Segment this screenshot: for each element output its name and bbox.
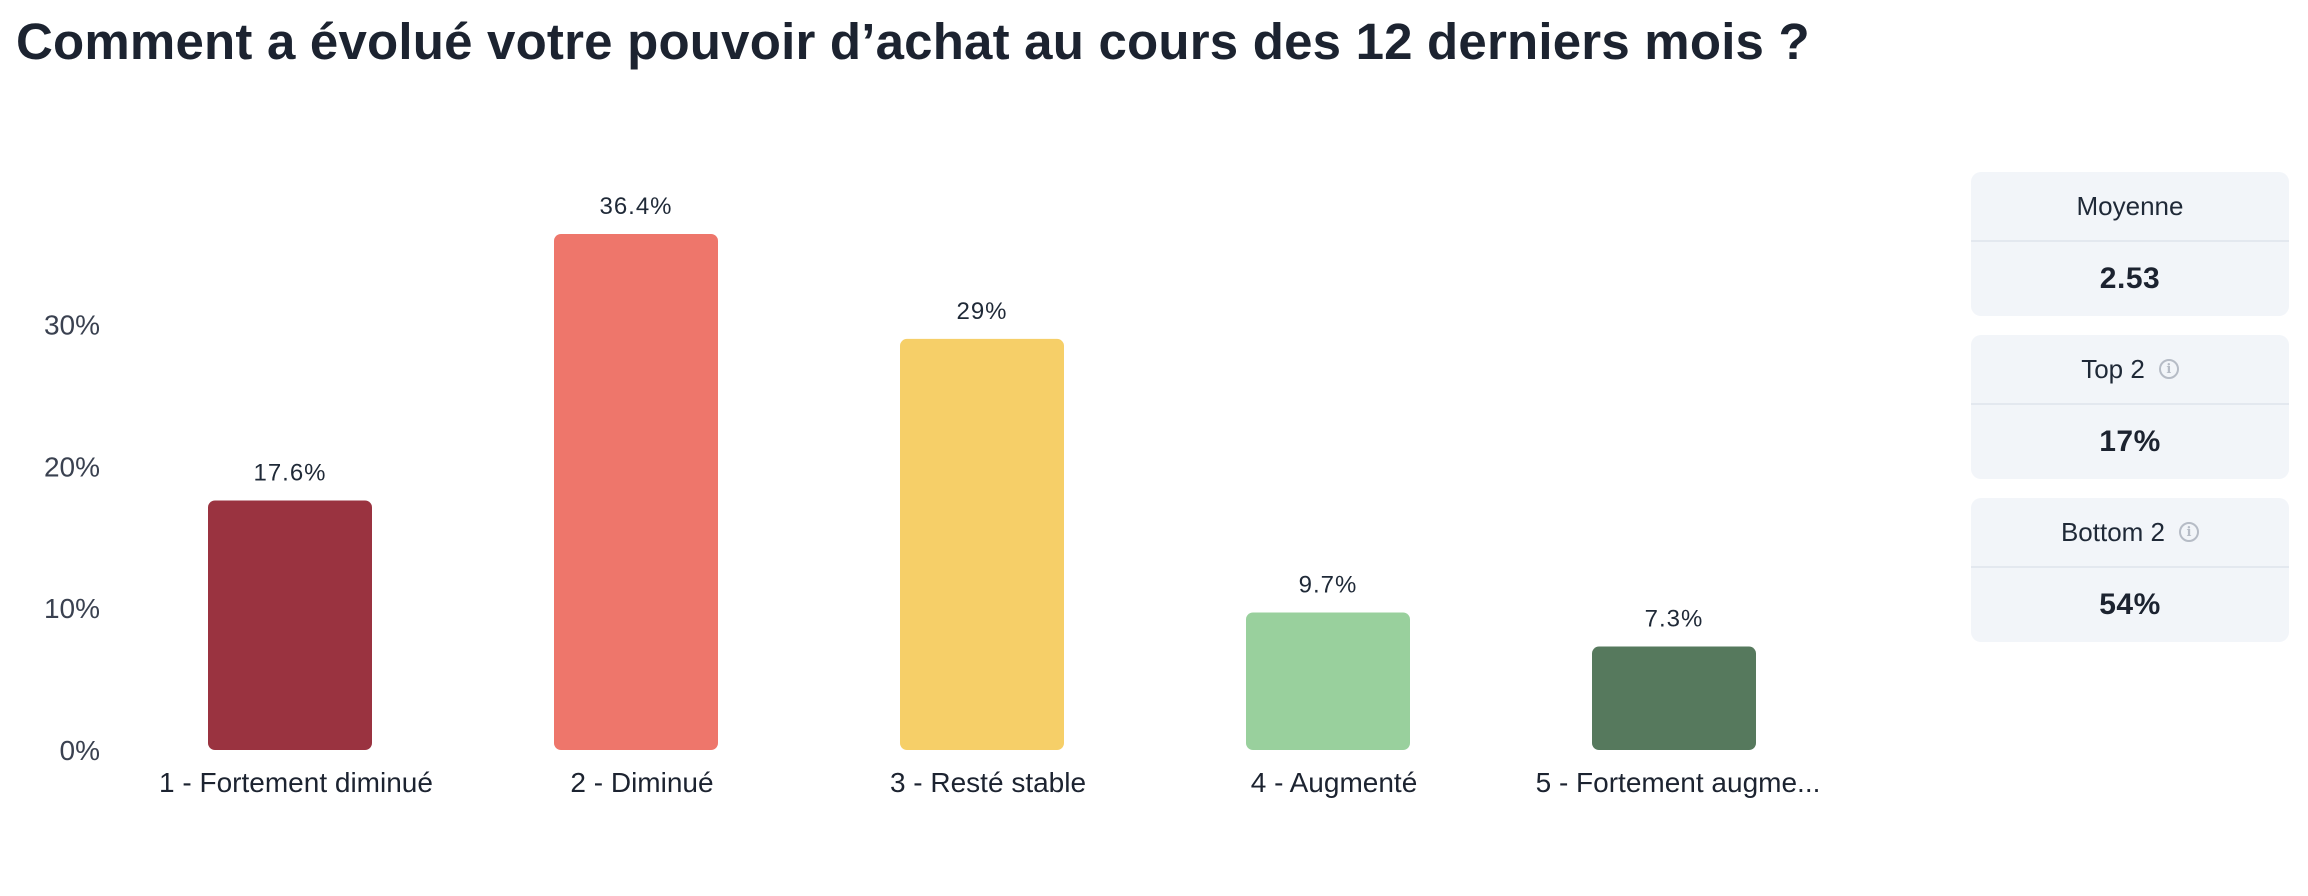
x-tick-label: 5 - Fortement augme... (1536, 767, 1821, 798)
stat-card-mean: Moyenne 2.53 (1971, 172, 2289, 316)
bar-value-label: 9.7% (1299, 571, 1358, 598)
bar[interactable] (1592, 646, 1756, 750)
x-tick-label: 3 - Resté stable (890, 767, 1086, 798)
bar-value-label: 36.4% (599, 193, 672, 220)
y-tick-label: 10% (44, 593, 100, 624)
bar-chart: 0% 10% 20% 30% 17.6% 1 - Fortement diminué 36.… (44, 193, 1821, 798)
y-tick-label: 0% (60, 735, 100, 766)
info-icon[interactable]: i (2179, 522, 2200, 542)
x-tick-label: 2 - Diminué (570, 767, 713, 798)
stat-card-top2: Top 2 i 17% (1971, 335, 2289, 479)
stat-label-row-bottom2: Bottom 2 i (1971, 498, 2289, 568)
y-tick-label: 30% (44, 310, 100, 341)
x-tick-label: 4 - Augmenté (1251, 767, 1418, 798)
bar[interactable] (1246, 612, 1410, 750)
stat-value-bottom2: 54% (2099, 588, 2161, 621)
stat-label-top2: Top 2 (2081, 353, 2145, 384)
chart-title: Comment a évolué votre pouvoir d’achat a… (16, 13, 1810, 70)
x-tick-label: 1 - Fortement diminué (159, 767, 433, 798)
bar-value-label: 29% (956, 298, 1007, 325)
stat-label-bottom2: Bottom 2 (2060, 516, 2166, 547)
bar[interactable] (900, 338, 1064, 750)
bar[interactable] (554, 234, 718, 750)
bar[interactable] (208, 500, 372, 750)
stat-card-bottom2: Bottom 2 i 54% (1971, 498, 2289, 642)
y-tick-label: 20% (44, 451, 100, 482)
bar-value-label: 7.3% (1645, 606, 1704, 633)
bar-value-label: 17.6% (253, 460, 326, 487)
stat-label-mean: Moyenne (1971, 172, 2289, 242)
stat-label-row-top2: Top 2 i (1971, 335, 2289, 405)
stat-value-mean: 2.53 (2099, 262, 2161, 295)
stats-panel: Moyenne 2.53 Top 2 i 17% Bottom 2 i 54% (1971, 172, 2289, 661)
stat-value-top2: 17% (2099, 425, 2161, 458)
info-icon[interactable]: i (2158, 359, 2179, 379)
